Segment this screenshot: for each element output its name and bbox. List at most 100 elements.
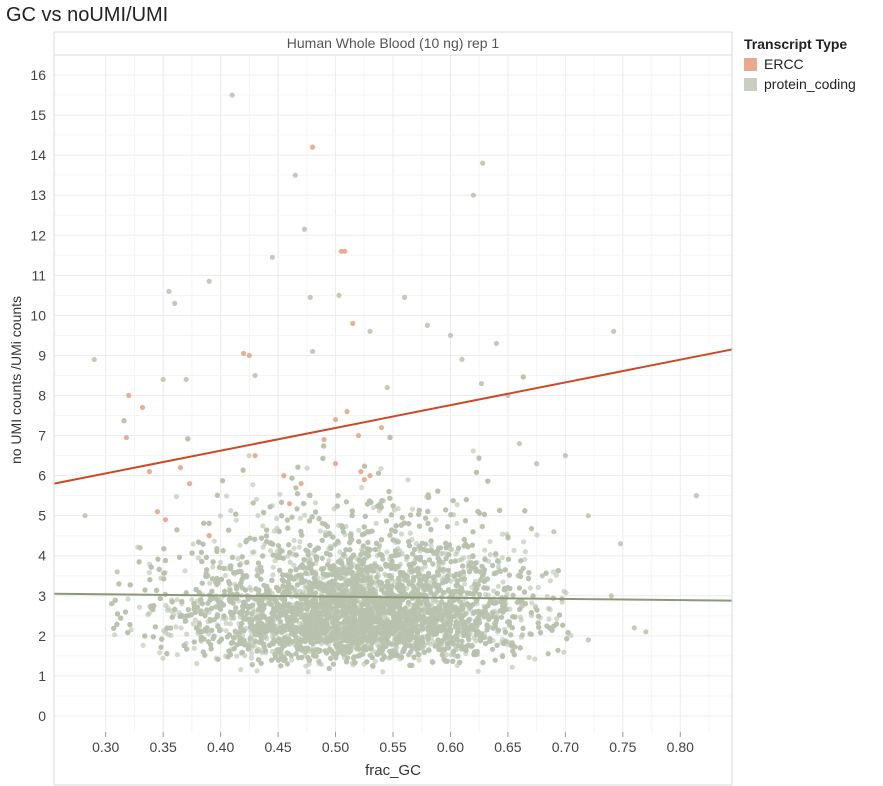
protein-coding-points [82,92,699,675]
data-point-protein-coding [535,584,541,591]
data-point-protein-coding [317,528,323,534]
data-point-protein-coding [302,512,308,518]
data-point-protein-coding [224,493,230,499]
data-point-protein-coding [223,620,229,627]
data-point-protein-coding [554,616,560,622]
data-point-protein-coding [500,579,506,585]
data-point-protein-coding [561,588,567,594]
data-point-protein-coding [534,532,540,538]
data-point-protein-coding [326,558,332,564]
data-point-protein-coding [433,517,439,523]
data-point-protein-coding [184,631,190,637]
data-point-protein-coding [173,624,179,630]
data-point-protein-coding [163,602,169,609]
data-point-protein-coding [296,544,302,550]
data-point-protein-coding [405,477,411,483]
data-point-protein-coding [190,541,196,547]
data-point-protein-coding [182,568,188,574]
data-point-protein-coding [160,655,166,661]
data-point-protein-coding [192,617,198,623]
data-point-protein-coding [140,642,146,648]
data-point-protein-coding [157,650,163,656]
data-point-protein-coding [526,654,532,661]
data-point-protein-coding [291,562,297,568]
data-point-protein-coding [195,555,201,561]
data-point-protein-coding [372,658,378,664]
data-point-protein-coding [248,587,254,593]
data-point-protein-coding [547,606,553,613]
data-point-protein-coding [305,669,311,675]
data-point-protein-coding [487,552,493,558]
data-point-protein-coding [521,539,527,545]
data-point-protein-coding [145,612,151,618]
data-point-protein-coding [430,639,436,645]
data-point-protein-coding [391,507,397,513]
data-point-protein-coding [392,578,398,585]
data-point-protein-coding [274,515,280,522]
data-point-protein-coding [380,669,386,675]
data-point-protein-coding [237,542,243,548]
data-point-protein-coding [370,505,376,511]
data-point-protein-coding [454,520,460,527]
data-point-protein-coding [112,632,118,638]
data-point-protein-coding [238,667,244,673]
data-point-protein-coding [304,465,310,471]
data-point-protein-coding [337,549,343,555]
data-point-protein-coding [407,530,413,536]
data-point-protein-coding [234,653,240,659]
data-point-protein-coding [485,592,491,598]
data-point-protein-coding [125,596,131,602]
data-point-protein-coding [250,482,256,488]
data-point-protein-coding [251,549,257,555]
data-point-protein-coding [475,668,481,674]
data-point-protein-coding [210,564,216,570]
data-point-protein-coding [303,663,309,669]
data-point-protein-coding [433,597,439,603]
data-point-protein-coding [495,583,501,589]
data-point-protein-coding [490,588,497,594]
data-point-protein-coding [254,668,260,674]
data-point-protein-coding [546,616,552,622]
data-point-protein-coding [249,650,255,656]
data-point-protein-coding [264,635,270,642]
data-point-protein-coding [287,559,293,565]
data-point-protein-coding [495,564,501,570]
data-point-protein-coding [356,527,362,533]
data-point-protein-coding [428,542,434,549]
data-point-protein-coding [178,625,184,631]
data-point-protein-coding [416,657,422,663]
data-point-protein-coding [561,649,567,655]
data-point-protein-coding [398,531,405,537]
data-point-protein-coding [255,512,261,519]
data-point-protein-coding [235,556,241,562]
data-point-protein-coding [189,597,195,603]
data-point-protein-coding [547,578,553,584]
data-point-protein-coding [482,547,488,553]
data-point-protein-coding [312,500,318,506]
data-point-protein-coding [517,614,524,620]
data-point-protein-coding [289,657,295,663]
data-point-protein-coding [267,548,274,554]
data-point-protein-coding [487,539,493,545]
data-point-protein-coding [470,448,476,454]
data-point-protein-coding [277,491,283,497]
data-point-protein-coding [217,513,223,519]
data-point-protein-coding [527,585,533,591]
data-point-protein-coding [136,604,143,610]
data-point-protein-coding [207,580,213,586]
data-point-protein-coding [211,538,217,544]
data-point-protein-coding [270,564,276,570]
data-point-protein-coding [293,588,299,594]
data-point-protein-coding [174,652,180,658]
data-point-protein-coding [291,537,297,544]
data-point-protein-coding [307,556,313,562]
data-point-protein-coding [174,597,180,603]
data-point-protein-coding [384,549,390,555]
data-point-protein-coding [509,664,515,670]
data-point-protein-coding [499,555,505,561]
data-point-protein-coding [342,574,348,580]
data-point-protein-coding [246,453,252,459]
data-point-protein-coding [553,572,559,578]
data-point-protein-coding [373,520,379,527]
data-point-protein-coding [173,493,180,500]
